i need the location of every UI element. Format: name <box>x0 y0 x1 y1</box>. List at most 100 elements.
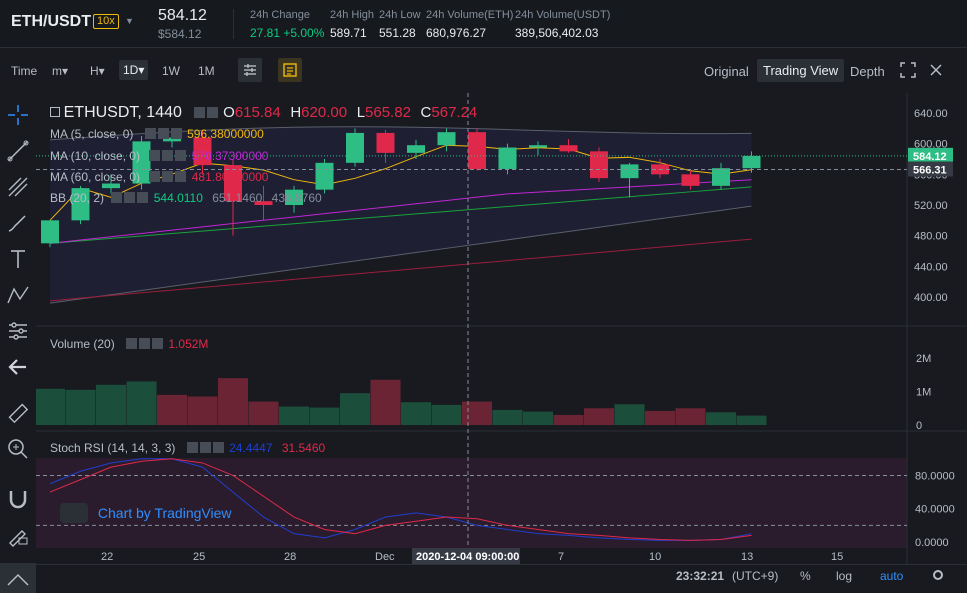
candle-body <box>681 174 700 186</box>
candle-body <box>590 151 608 179</box>
magnet-icon[interactable] <box>6 487 30 511</box>
volume-bar <box>36 388 65 425</box>
ma5-value: 596.38000000 <box>187 127 264 141</box>
current-price-tag <box>908 147 953 163</box>
text-tool-icon[interactable] <box>6 247 30 271</box>
stoch-legend: Stoch RSI (14, 14, 3, 3) 24.4447 31.5460 <box>50 441 325 455</box>
candle-body <box>224 165 242 202</box>
volume-bar <box>401 402 431 425</box>
ma5-label: MA (5, close, 0) <box>50 127 134 141</box>
pattern-tool-icon[interactable] <box>6 283 30 307</box>
brush-icon[interactable] <box>6 211 30 235</box>
settings-gear-icon[interactable] <box>931 568 945 582</box>
volume-bar <box>736 415 767 425</box>
symbol-label: ETHUSDT, 1440 <box>63 104 182 121</box>
close-icon[interactable] <box>929 63 943 77</box>
stat-label-vol-usdt: 24h Volume(USDT) <box>515 9 611 21</box>
chevron-down-icon[interactable]: ▼ <box>125 16 134 26</box>
candle-body <box>41 220 59 244</box>
measure-tool-icon[interactable] <box>6 319 30 343</box>
interval-hours[interactable]: H▾ <box>90 64 105 78</box>
ohlc-o-label: O <box>223 104 235 121</box>
ma60-value: 481.80330000 <box>191 170 269 184</box>
volume-series <box>36 378 767 425</box>
date-tick-label: 7 <box>558 551 564 563</box>
volume-bar <box>187 396 218 425</box>
volume-tick-label: 0 <box>916 420 922 432</box>
volume-bar <box>65 389 96 425</box>
trend-line-icon[interactable] <box>6 139 30 163</box>
stoch-band <box>36 458 907 548</box>
candle-body <box>71 188 90 221</box>
divider <box>233 9 234 39</box>
price-axes: 640.00600.00560.00520.00480.00440.00400.… <box>36 93 955 564</box>
hide-drawings-icon[interactable] <box>0 563 36 593</box>
stat-value-vol-usdt: 389,506,402.03 <box>515 26 599 40</box>
volume-bar <box>553 414 584 425</box>
interval-minutes[interactable]: m▾ <box>52 64 69 78</box>
ma10-buttons[interactable] <box>149 149 188 163</box>
candle-body <box>285 189 303 205</box>
stoch-buttons[interactable] <box>186 441 226 455</box>
clock-time: 23:32:21 <box>676 569 725 583</box>
price-tick-label: 600.00 <box>914 139 948 151</box>
ohlc-close: 567.24 <box>431 104 478 121</box>
ma5-buttons[interactable] <box>144 127 184 141</box>
tradingview-watermark[interactable]: Chart by TradingView <box>60 503 231 523</box>
watermark-text: Chart by TradingView <box>97 505 232 521</box>
last-price-usd: $584.12 <box>158 27 202 41</box>
ohlc-low: 565.82 <box>365 104 411 121</box>
ruler-icon[interactable] <box>6 401 30 425</box>
candle-body <box>498 147 517 169</box>
volume-bar <box>279 406 309 425</box>
volume-bar <box>309 407 340 425</box>
auto-scale-toggle[interactable]: auto <box>880 569 904 583</box>
bb-mid-line <box>49 186 752 244</box>
bb-buttons[interactable] <box>111 191 150 205</box>
back-arrow-icon[interactable] <box>6 355 30 379</box>
tab-original[interactable]: Original <box>704 64 749 79</box>
timezone-label[interactable]: (UTC+9) <box>732 569 779 583</box>
interval-1m[interactable]: 1M <box>198 64 215 78</box>
crosshair-icon[interactable] <box>6 103 30 127</box>
date-tick-label: 28 <box>284 551 296 563</box>
fullscreen-icon[interactable] <box>900 62 916 78</box>
log-scale-toggle[interactable]: log <box>836 569 853 583</box>
volume-bar <box>431 404 462 425</box>
price-chart[interactable]: 640.00600.00560.00520.00480.00440.00400.… <box>36 93 967 564</box>
volume-buttons[interactable] <box>126 337 165 351</box>
stat-label-vol-eth: 24h Volume(ETH) <box>426 9 514 21</box>
chart-legend: ETHUSDT, 1440 O615.84 H620.00 L565.82 C5… <box>50 104 477 122</box>
price-tick-label: 480.00 <box>914 231 948 243</box>
leverage-badge: 10x <box>93 14 119 29</box>
date-tick-label: 10 <box>649 551 661 563</box>
fib-tool-icon[interactable] <box>6 175 30 199</box>
zoom-in-icon[interactable] <box>6 437 30 461</box>
stat-value-high: 589.71 <box>330 26 367 40</box>
time-label: Time <box>11 64 38 78</box>
stoch-tick-label: 0.0000 <box>915 537 949 549</box>
date-tick-label: 15 <box>831 551 843 563</box>
date-tick-label: Dec <box>375 551 395 563</box>
volume-bar <box>675 408 706 425</box>
stat-value-vol-eth: 680,976.27 <box>426 26 487 40</box>
indicator-lines <box>49 126 752 304</box>
percent-scale-toggle[interactable]: % <box>800 569 811 583</box>
collapse-legend-icon[interactable] <box>50 107 60 117</box>
notes-icon[interactable] <box>278 58 302 82</box>
interval-1d[interactable]: 1D▾ <box>119 60 149 80</box>
volume-bar <box>523 411 553 425</box>
bb-label: BB (20, 2) <box>50 191 105 205</box>
pair-selector[interactable]: ETH/USDT <box>11 13 91 30</box>
indicators-settings-icon[interactable] <box>238 58 262 82</box>
interval-1w[interactable]: 1W <box>162 64 180 78</box>
stat-label-low: 24h Low <box>379 9 421 21</box>
volume-bar <box>218 378 248 425</box>
legend-buttons[interactable] <box>193 105 220 120</box>
ma5-legend: MA (5, close, 0) 596.38000000 <box>50 127 264 141</box>
ma60-buttons[interactable] <box>149 170 188 184</box>
lock-drawing-icon[interactable] <box>6 523 30 547</box>
tab-trading-view[interactable]: Trading View <box>757 59 845 82</box>
tab-depth[interactable]: Depth <box>850 64 885 79</box>
candle-body <box>376 132 395 153</box>
